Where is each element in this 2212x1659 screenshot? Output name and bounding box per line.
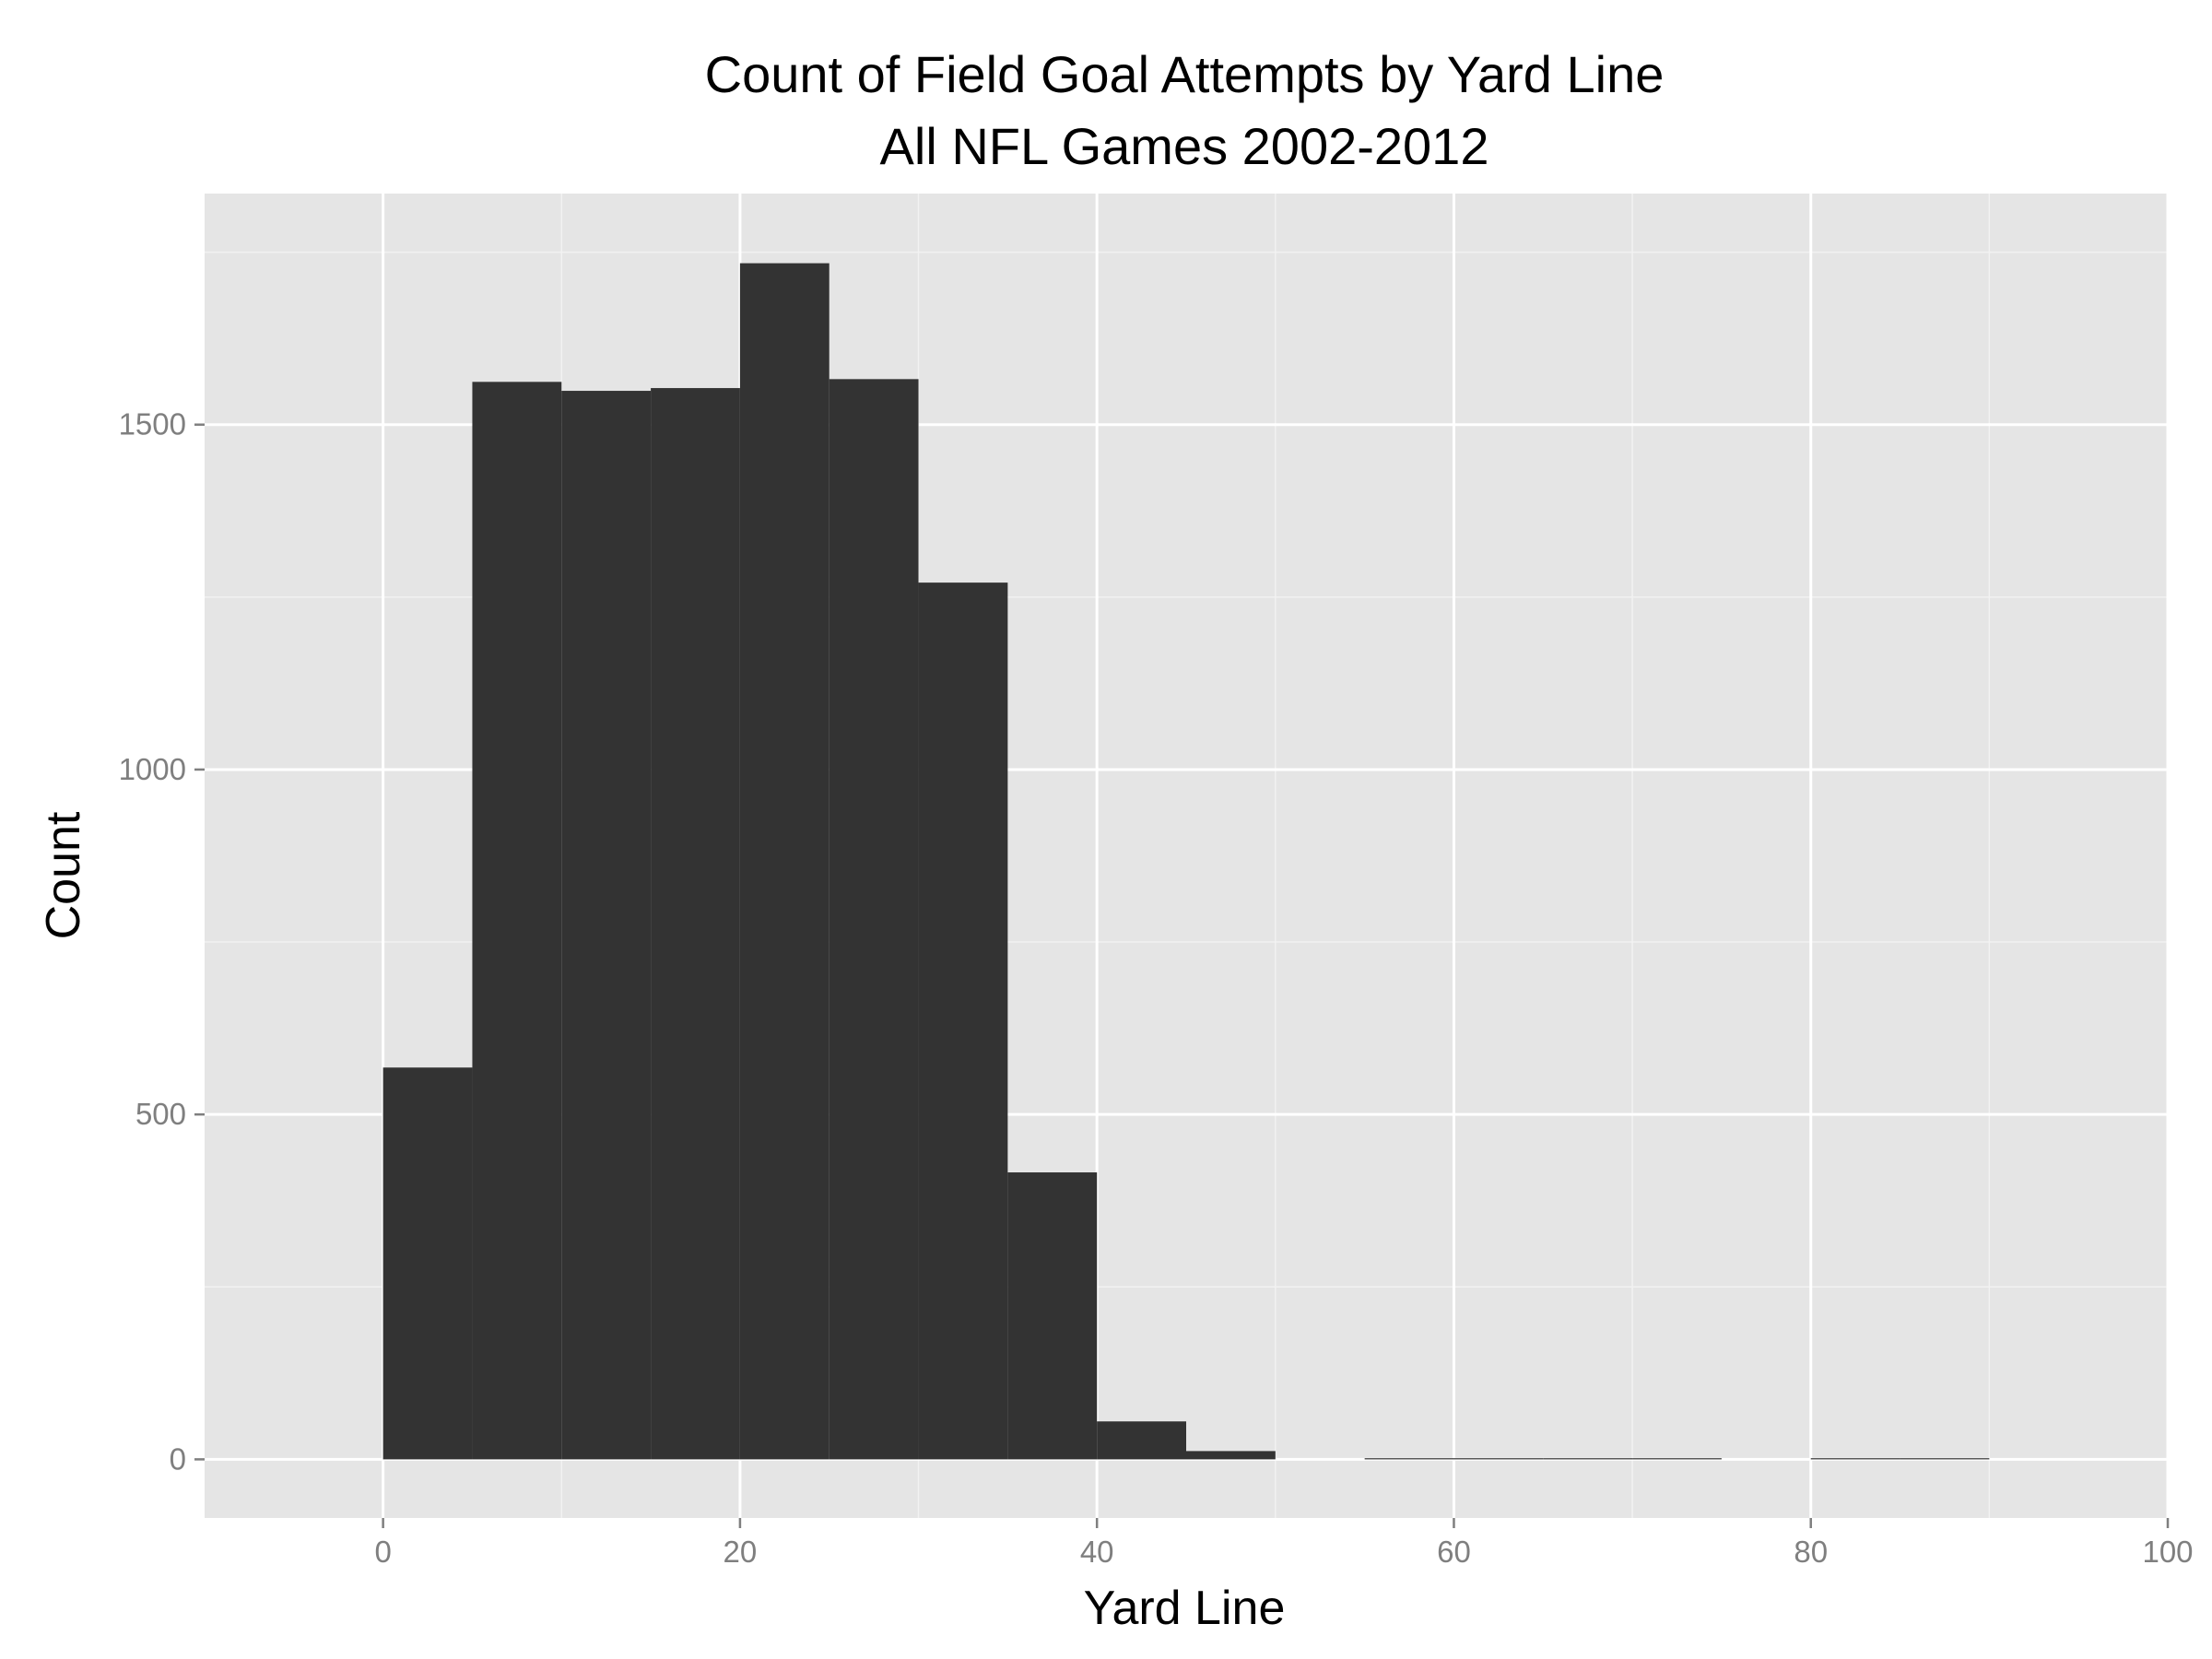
chart-subtitle: All NFL Games 2002-2012 bbox=[880, 117, 1489, 175]
y-tick-label: 1500 bbox=[119, 407, 186, 441]
x-tick-label: 80 bbox=[1794, 1535, 1828, 1569]
y-axis-title: Count bbox=[37, 811, 90, 939]
x-tick-label: 40 bbox=[1080, 1535, 1114, 1569]
histogram-bars bbox=[382, 263, 1990, 1460]
histogram-bar bbox=[382, 1067, 473, 1460]
y-tick-label: 0 bbox=[170, 1441, 186, 1476]
x-tick-label: 100 bbox=[2142, 1535, 2193, 1569]
histogram-bar bbox=[739, 263, 830, 1460]
histogram-bar bbox=[472, 382, 562, 1460]
histogram-bar bbox=[1097, 1421, 1186, 1460]
histogram-bar bbox=[1810, 1458, 1900, 1460]
x-axis-title: Yard Line bbox=[1084, 1582, 1286, 1635]
y-tick-label: 1000 bbox=[119, 752, 186, 786]
histogram-bar bbox=[1453, 1458, 1544, 1460]
histogram-bar bbox=[1007, 1172, 1098, 1460]
histogram-bar bbox=[1900, 1458, 1990, 1460]
histogram-bar bbox=[651, 388, 740, 1460]
histogram-bar bbox=[829, 379, 919, 1460]
chart-title: Count of Field Goal Attempts by Yard Lin… bbox=[705, 45, 1665, 103]
x-tick-label: 0 bbox=[374, 1535, 391, 1569]
histogram-bar bbox=[1186, 1451, 1276, 1460]
y-tick-label: 500 bbox=[135, 1097, 186, 1131]
histogram-bar bbox=[1632, 1458, 1722, 1460]
x-tick-label: 60 bbox=[1437, 1535, 1471, 1569]
histogram-bar bbox=[1364, 1458, 1454, 1460]
x-tick-label: 20 bbox=[724, 1535, 758, 1569]
x-axis: 0 20 40 60 80 100 bbox=[374, 1518, 2194, 1569]
histogram-bar bbox=[561, 391, 652, 1460]
histogram-bar bbox=[918, 582, 1008, 1460]
histogram-bar bbox=[1543, 1458, 1633, 1460]
y-axis: 0 500 1000 1500 bbox=[119, 407, 205, 1476]
